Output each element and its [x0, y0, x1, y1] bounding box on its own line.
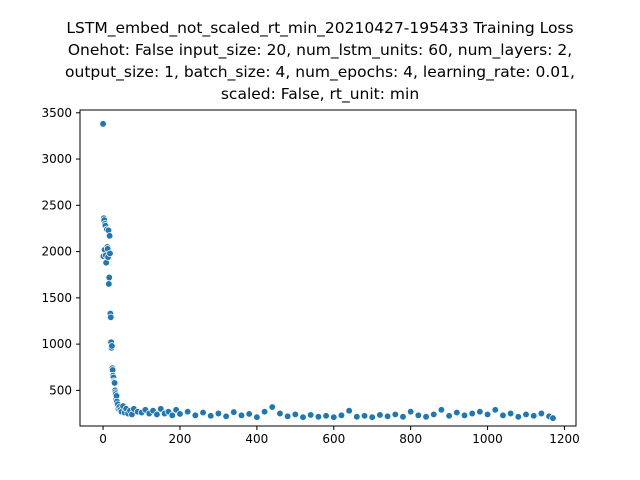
data-point: [291, 410, 299, 419]
data-point: [376, 411, 384, 419]
chart-title-line-4: scaled: False, rt_unit: min: [220, 85, 420, 103]
data-point: [522, 410, 530, 419]
data-point: [430, 410, 438, 419]
data-point: [437, 406, 446, 414]
data-point: [391, 410, 399, 419]
chart-title-line-3: output_size: 1, batch_size: 4, num_epoch…: [65, 63, 575, 81]
data-point: [514, 413, 522, 421]
data-point: [253, 413, 261, 421]
data-point: [99, 120, 107, 128]
data-point: [157, 405, 165, 413]
data-point: [199, 408, 207, 417]
data-point: [107, 313, 115, 321]
x-tick-label: 800: [399, 432, 422, 446]
x-tick-label: 600: [322, 432, 345, 446]
data-point: [191, 411, 200, 420]
data-point: [276, 409, 284, 418]
y-axis-ticks: 500 1000 1500 2000 2500 3000 3500: [41, 106, 80, 397]
y-tick-label: 3000: [41, 152, 72, 166]
data-point: [383, 412, 392, 420]
scatter-points: [99, 120, 557, 422]
data-point: [499, 411, 507, 420]
data-point: [207, 412, 215, 420]
y-tick-label: 2000: [41, 245, 72, 259]
x-tick-label: 1200: [549, 432, 580, 446]
data-point: [245, 410, 253, 418]
data-point: [537, 409, 546, 418]
data-point: [399, 413, 407, 421]
data-point: [184, 408, 192, 416]
data-point: [491, 406, 499, 414]
chart-title-line-1: LSTM_embed_not_scaled_rt_min_20210427-19…: [66, 19, 574, 37]
x-axis-ticks: 0 200 400 600 800 1000 1200: [99, 426, 580, 446]
x-tick-label: 1000: [472, 432, 503, 446]
data-point: [214, 409, 223, 418]
data-point: [322, 412, 330, 420]
data-point: [307, 411, 315, 419]
data-point: [176, 410, 184, 418]
data-point: [168, 411, 176, 420]
data-point: [110, 379, 119, 387]
y-tick-label: 3500: [41, 106, 72, 120]
data-point: [105, 273, 113, 282]
data-point: [108, 342, 116, 350]
y-tick-label: 2500: [41, 198, 72, 212]
y-tick-label: 1500: [41, 291, 72, 305]
data-point: [530, 412, 538, 420]
data-point: [445, 412, 453, 420]
chart-title-line-2: Onehot: False input_size: 20, num_lstm_u…: [67, 41, 573, 59]
data-point: [153, 410, 161, 419]
data-point: [299, 413, 307, 421]
data-point: [222, 412, 230, 420]
data-point: [453, 408, 461, 417]
data-point: [345, 407, 353, 415]
data-point: [260, 408, 269, 416]
data-point: [337, 411, 346, 420]
data-point: [407, 408, 415, 416]
x-tick-label: 400: [245, 432, 268, 446]
data-point: [360, 412, 369, 420]
data-point: [353, 413, 361, 421]
data-point: [476, 408, 484, 416]
data-point: [105, 232, 114, 240]
data-point: [414, 411, 423, 420]
data-point: [268, 403, 276, 411]
data-point: [105, 280, 113, 288]
data-point: [230, 408, 238, 416]
data-point: [314, 413, 323, 421]
data-point: [237, 411, 246, 420]
data-point: [368, 413, 376, 421]
y-tick-label: 500: [49, 383, 72, 397]
x-tick-label: 200: [169, 432, 192, 446]
data-point: [422, 413, 430, 421]
data-point: [506, 409, 515, 418]
data-point: [330, 413, 338, 421]
y-tick-label: 1000: [41, 337, 72, 351]
data-point: [549, 414, 557, 422]
data-point: [460, 411, 469, 420]
plot-area-frame: [79, 109, 577, 427]
data-point: [483, 410, 492, 419]
data-point: [283, 412, 292, 420]
data-point: [468, 409, 476, 418]
x-tick-label: 0: [99, 432, 107, 446]
data-point: [106, 249, 114, 258]
